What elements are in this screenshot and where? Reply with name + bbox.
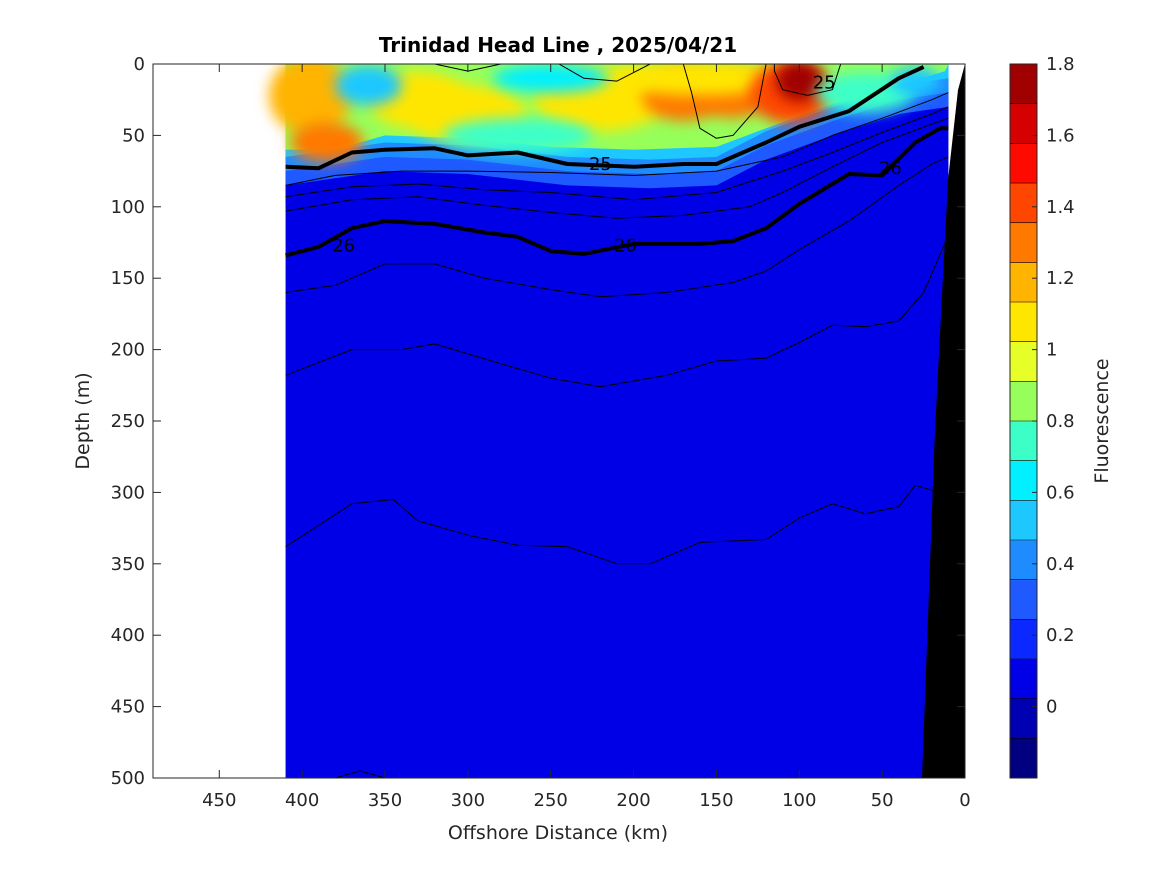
field-patch bbox=[776, 64, 823, 102]
field-patch bbox=[443, 118, 593, 153]
y-tick-label: 300 bbox=[111, 482, 145, 503]
colorbar-band bbox=[1010, 698, 1037, 739]
y-tick-label: 450 bbox=[111, 697, 145, 718]
isopycnal bbox=[285, 106, 949, 201]
y-tick-label: 150 bbox=[111, 268, 145, 289]
colorbar-band bbox=[1010, 222, 1037, 263]
x-tick-label: 200 bbox=[616, 790, 650, 811]
y-tick-label: 250 bbox=[111, 411, 145, 432]
x-tick-label: 50 bbox=[871, 790, 894, 811]
y-axis-label: Depth (m) bbox=[72, 372, 94, 469]
colorbar-tick-label: 1.4 bbox=[1046, 197, 1075, 218]
isopycnal bbox=[285, 117, 949, 219]
isopycnal bbox=[335, 770, 386, 778]
field-patch bbox=[335, 65, 402, 106]
isopycnal bbox=[285, 235, 949, 388]
colorbar-tick-label: 0.6 bbox=[1046, 482, 1075, 503]
field-patch bbox=[492, 64, 609, 93]
colorbar-band bbox=[1010, 540, 1037, 581]
colorbar-label: Fluorescence bbox=[1091, 358, 1113, 483]
colorbar-tick-label: 0.2 bbox=[1046, 625, 1075, 646]
field-patch bbox=[608, 64, 791, 96]
isopycnal-bold bbox=[285, 126, 949, 258]
x-tick-label: 450 bbox=[202, 790, 236, 811]
colorbar-band bbox=[1010, 500, 1037, 541]
colorbar-band bbox=[1010, 143, 1037, 184]
contour-label: 25 bbox=[813, 73, 836, 94]
contour-label: 26 bbox=[614, 235, 637, 256]
field-patch bbox=[290, 122, 364, 163]
colorbar: 0 0.2 0.4 0.6 0.8 1 1.2 1.4 1.6 1.8 Fluorescence bbox=[1009, 54, 1113, 779]
seafloor-bathymetry bbox=[922, 64, 965, 778]
isopycnal bbox=[558, 64, 651, 82]
colorbar-tick-label: 1.8 bbox=[1046, 54, 1075, 75]
isopycnal-contours bbox=[285, 64, 949, 778]
x-tick-label: 150 bbox=[699, 790, 733, 811]
colorbar-tick-label: 0.4 bbox=[1046, 554, 1075, 575]
field-patch bbox=[890, 66, 941, 96]
colorbar-band bbox=[1010, 262, 1037, 303]
plot-area: 25 25 26 26 26 bbox=[152, 63, 966, 779]
x-tick-label: 350 bbox=[368, 790, 402, 811]
x-tick-label: 300 bbox=[451, 790, 485, 811]
contour-label: 25 bbox=[589, 154, 612, 175]
colorbar-tick-label: 0 bbox=[1046, 697, 1057, 718]
contour-label: 26 bbox=[332, 235, 355, 256]
colorbar-band bbox=[1010, 64, 1037, 105]
y-tick-label: 0 bbox=[134, 54, 145, 75]
isopycnal bbox=[285, 92, 949, 186]
isopycnal bbox=[285, 156, 949, 298]
x-axis-label: Offshore Distance (km) bbox=[448, 822, 668, 844]
colorbar-band bbox=[1010, 619, 1037, 660]
colorbar-band bbox=[1010, 381, 1037, 422]
x-tick-label: 250 bbox=[534, 790, 568, 811]
colorbar-band bbox=[1010, 421, 1037, 462]
chart-title: Trinidad Head Line , 2025/04/21 bbox=[379, 33, 737, 57]
colorbar-band bbox=[1010, 183, 1037, 224]
y-tick-label: 200 bbox=[111, 340, 145, 361]
field-patch bbox=[269, 64, 352, 136]
colorbar-tick-label: 1.2 bbox=[1046, 268, 1075, 289]
colorbar-band bbox=[1010, 103, 1037, 144]
y-axis: 0 50 100 150 200 250 300 350 400 450 500 bbox=[111, 54, 965, 789]
colorbar-band bbox=[1010, 460, 1037, 501]
colorbar-ticks: 0 0.2 0.4 0.6 0.8 1 1.2 1.4 1.6 1.8 bbox=[1032, 54, 1075, 718]
contour-labels: 25 25 26 26 26 bbox=[332, 73, 902, 257]
colorbar-tick-label: 1.6 bbox=[1046, 125, 1075, 146]
colorbar-band bbox=[1010, 738, 1037, 779]
colorbar-band bbox=[1010, 302, 1037, 343]
x-axis: 450 400 350 300 250 200 150 100 50 0 bbox=[202, 64, 971, 811]
colorbar-band bbox=[1010, 579, 1037, 620]
colorbar-tick-label: 1 bbox=[1046, 340, 1057, 361]
isopycnal-bold bbox=[285, 65, 925, 171]
x-tick-label: 400 bbox=[285, 790, 319, 811]
isopycnal bbox=[285, 484, 941, 565]
isopycnal bbox=[682, 64, 767, 139]
colorbar-tick-label: 0.8 bbox=[1046, 411, 1075, 432]
fluorescence-field bbox=[269, 64, 949, 778]
y-tick-label: 100 bbox=[111, 197, 145, 218]
isopycnal bbox=[773, 64, 842, 96]
x-tick-label: 0 bbox=[959, 790, 970, 811]
y-tick-label: 500 bbox=[111, 768, 145, 789]
x-tick-label: 100 bbox=[782, 790, 816, 811]
colorbar-bands bbox=[1010, 64, 1037, 779]
contour-label: 26 bbox=[879, 158, 902, 179]
y-tick-label: 50 bbox=[122, 125, 145, 146]
y-tick-label: 400 bbox=[111, 625, 145, 646]
colorbar-band bbox=[1010, 659, 1037, 700]
y-tick-label: 350 bbox=[111, 554, 145, 575]
colorbar-band bbox=[1010, 341, 1037, 382]
